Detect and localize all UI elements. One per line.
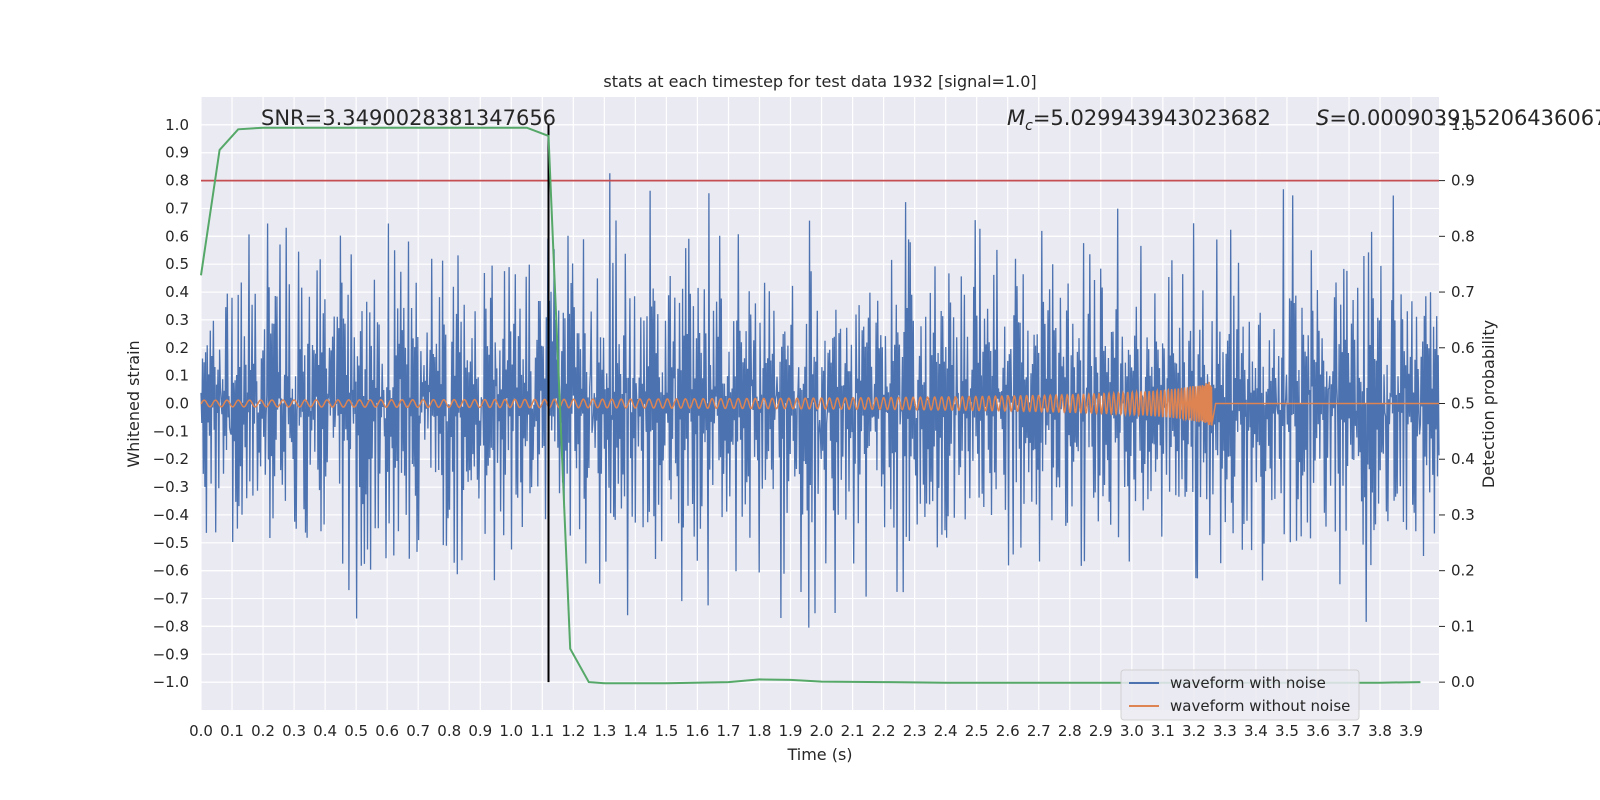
chirp-mass-symbol: M bbox=[1007, 106, 1025, 130]
y-tick-label: −0.5 bbox=[153, 534, 189, 552]
x-tick-label: 1.5 bbox=[654, 722, 678, 740]
legend-label-waveform-with-noise: waveform with noise bbox=[1170, 674, 1326, 692]
x-tick-label: 1.6 bbox=[686, 722, 710, 740]
x-tick-label: 3.5 bbox=[1275, 722, 1299, 740]
y2-tick-label: 0.5 bbox=[1451, 395, 1475, 413]
y-tick-label: −0.9 bbox=[153, 645, 189, 663]
y-tick-label: 1.0 bbox=[165, 116, 189, 134]
x-tick-label: 1.9 bbox=[779, 722, 803, 740]
y-tick-label: −0.1 bbox=[153, 422, 189, 440]
y-axis-ticks: 1.0 0.9 0.8 0.7 0.6 0.5 0.4 0.3 0.2 0.1 0.0 −0.1 −0.… bbox=[153, 116, 189, 691]
x-tick-label: 3.3 bbox=[1213, 722, 1237, 740]
series-waveform-without-noise bbox=[200, 381, 1439, 426]
s-annotation: S=0.0009039152064360677 bbox=[1316, 106, 1600, 130]
y-tick-label: −0.3 bbox=[153, 478, 189, 496]
waveform-with-noise-line bbox=[200, 173, 1440, 628]
y2-tick-label: 0.1 bbox=[1451, 617, 1475, 635]
x-tick-label: 3.1 bbox=[1151, 722, 1175, 740]
y-tick-label: 0.4 bbox=[165, 283, 189, 301]
x-tick-label: 3.7 bbox=[1337, 722, 1361, 740]
x-tick-label: 2.1 bbox=[841, 722, 865, 740]
y2-tick-label: 1.0 bbox=[1451, 116, 1475, 134]
x-tick-label: 0.2 bbox=[251, 722, 275, 740]
y-tick-label: −0.4 bbox=[153, 506, 189, 524]
legend-label-waveform-without-noise: waveform without noise bbox=[1170, 697, 1350, 715]
y-tick-label: 0.2 bbox=[165, 339, 189, 357]
y-tick-label: −1.0 bbox=[153, 673, 189, 691]
x-tick-label: 1.0 bbox=[499, 722, 523, 740]
x-tick-label: 0.3 bbox=[282, 722, 306, 740]
x-tick-label: 2.6 bbox=[996, 722, 1020, 740]
y2-tick-label: 0.9 bbox=[1451, 172, 1475, 190]
waveform-without-noise-line bbox=[200, 381, 1439, 426]
y-axis-label: Whitened strain bbox=[124, 340, 143, 467]
x-tick-label: 2.2 bbox=[872, 722, 896, 740]
x-tick-label: 2.4 bbox=[934, 722, 958, 740]
x-tick-label: 1.7 bbox=[717, 722, 741, 740]
series-waveform-with-noise bbox=[200, 173, 1440, 628]
y-tick-label: 0.7 bbox=[165, 199, 189, 217]
x-tick-label: 1.8 bbox=[748, 722, 772, 740]
chart-title: stats at each timestep for test data 193… bbox=[603, 72, 1036, 91]
legend-box bbox=[1120, 669, 1360, 721]
x-tick-label: 0.1 bbox=[220, 722, 244, 740]
x-tick-label: 3.0 bbox=[1120, 722, 1144, 740]
x-axis-label: Time (s) bbox=[786, 745, 852, 764]
chirp-mass-subscript: c bbox=[1025, 118, 1033, 134]
x-tick-label: 3.9 bbox=[1399, 722, 1423, 740]
y-tick-label: −0.8 bbox=[153, 617, 189, 635]
y2-axis-ticks: 1.0 0.9 0.8 0.7 0.6 0.5 0.4 0.3 0.2 0.1 0.0 bbox=[1439, 116, 1475, 691]
y2-tick-label: 0.6 bbox=[1451, 339, 1475, 357]
x-tick-label: 0.4 bbox=[313, 722, 337, 740]
x-tick-label: 2.3 bbox=[903, 722, 927, 740]
y2-tick-label: 0.8 bbox=[1451, 227, 1475, 245]
y2-tick-label: 0.4 bbox=[1451, 450, 1475, 468]
x-tick-label: 1.2 bbox=[561, 722, 585, 740]
y-tick-label: −0.6 bbox=[153, 562, 189, 580]
y-tick-label: 0.0 bbox=[165, 395, 189, 413]
x-tick-label: 2.8 bbox=[1058, 722, 1082, 740]
x-tick-label: 0.8 bbox=[437, 722, 461, 740]
x-tick-label: 0.7 bbox=[406, 722, 430, 740]
y2-axis-label: Detection probability bbox=[1479, 320, 1498, 488]
x-tick-label: 0.9 bbox=[468, 722, 492, 740]
y-tick-label: 0.5 bbox=[165, 255, 189, 273]
x-tick-label: 2.9 bbox=[1089, 722, 1113, 740]
y2-tick-label: 0.7 bbox=[1451, 283, 1475, 301]
chirp-mass-annotation: Mc=5.029943943023682 bbox=[1007, 106, 1271, 134]
x-tick-label: 1.3 bbox=[592, 722, 616, 740]
y2-tick-label: 0.0 bbox=[1451, 673, 1475, 691]
y-tick-label: 0.6 bbox=[165, 227, 189, 245]
y-tick-label: 0.1 bbox=[165, 367, 189, 385]
x-tick-label: 1.1 bbox=[530, 722, 554, 740]
x-tick-label: 3.4 bbox=[1244, 722, 1268, 740]
x-tick-label: 3.2 bbox=[1182, 722, 1206, 740]
y2-tick-label: 0.2 bbox=[1451, 562, 1475, 580]
chirp-mass-value: =5.029943943023682 bbox=[1033, 106, 1271, 130]
x-tick-label: 2.0 bbox=[810, 722, 834, 740]
x-axis-ticks: 0.0 0.1 0.2 0.3 0.4 0.5 0.6 0.7 0.8 0.9 1.0 1.1 1.2 1… bbox=[189, 722, 1423, 740]
y-tick-label: 0.8 bbox=[165, 172, 189, 190]
s-value: =0.0009039152064360677 bbox=[1329, 106, 1600, 130]
y-tick-label: −0.7 bbox=[153, 590, 189, 608]
y2-tick-label: 0.3 bbox=[1451, 506, 1475, 524]
overlay-lines bbox=[201, 124, 1439, 683]
legend: waveform with noise waveform without noi… bbox=[1120, 669, 1360, 721]
x-tick-label: 3.8 bbox=[1368, 722, 1392, 740]
x-tick-label: 2.7 bbox=[1027, 722, 1051, 740]
y-tick-label: 0.3 bbox=[165, 311, 189, 329]
x-tick-label: 0.0 bbox=[189, 722, 213, 740]
x-tick-label: 1.4 bbox=[623, 722, 647, 740]
y-tick-label: −0.2 bbox=[153, 450, 189, 468]
y-tick-label: 0.9 bbox=[165, 144, 189, 162]
x-tick-label: 0.6 bbox=[375, 722, 399, 740]
x-tick-label: 2.5 bbox=[965, 722, 989, 740]
snr-annotation: SNR=3.3490028381347656 bbox=[261, 106, 556, 130]
x-tick-label: 0.5 bbox=[344, 722, 368, 740]
s-symbol: S bbox=[1316, 106, 1329, 130]
x-tick-label: 3.6 bbox=[1306, 722, 1330, 740]
